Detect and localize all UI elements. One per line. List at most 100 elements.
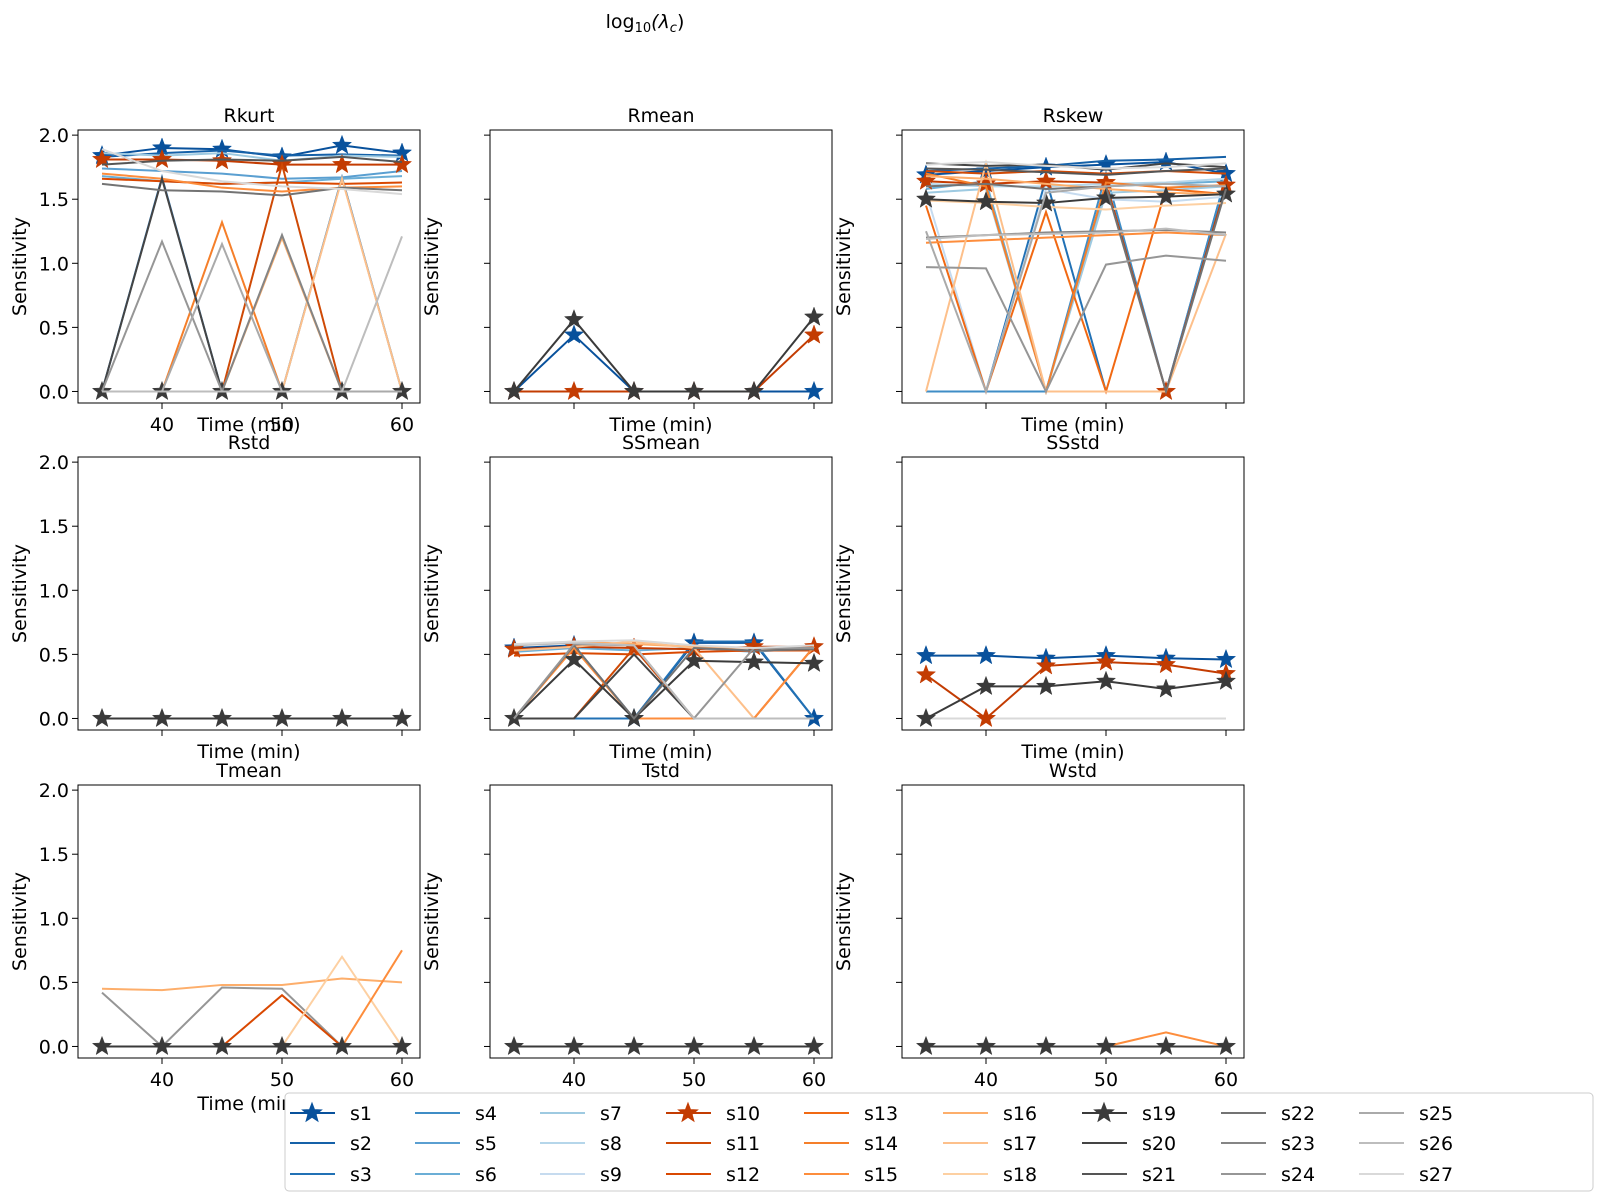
legend-label: s5	[475, 1133, 497, 1155]
x-axis-label: Time (min)	[196, 1093, 300, 1115]
series-point-s19	[1095, 1035, 1117, 1056]
series-line-s1	[513, 333, 814, 393]
legend-item-s16: s16	[943, 1103, 1037, 1125]
series-point-s1	[563, 324, 585, 344]
subplot-rkurt: Rkurt 0.0 0.5 1.0 1.5 2.0 Sensitivity 40 50 60 Tim…	[9, 105, 421, 436]
legend-label: s2	[350, 1133, 372, 1155]
series-line-s12	[513, 649, 814, 657]
y-tick-label: 2.0	[39, 780, 69, 802]
legend-label: s3	[350, 1164, 372, 1186]
series-point-s19	[331, 707, 353, 728]
x-tick-label: 40	[974, 1069, 998, 1091]
legend-label: s4	[475, 1103, 497, 1125]
subplot-title: Tstd	[641, 760, 680, 782]
series-point-s10	[563, 380, 585, 401]
x-tick-label: 40	[150, 1069, 174, 1091]
x-tick-label: 60	[802, 1069, 826, 1091]
subplot-tmean: Tmean 0.0 0.5 1.0 1.5 2.0 Sensitivity 40 50 60 Tim…	[9, 760, 421, 1115]
series-point-s19	[1035, 1035, 1057, 1056]
series-line-s10	[514, 334, 815, 393]
series-line-s22	[925, 182, 1227, 396]
series-point-s19	[975, 191, 997, 211]
legend-label: s8	[600, 1133, 622, 1155]
legend-star-icon	[677, 1101, 699, 1123]
x-axis-label: Time (min)	[1020, 414, 1124, 436]
series-point-s19	[803, 652, 825, 673]
legend-item-s5: s5	[415, 1133, 497, 1155]
series-line-s19	[925, 193, 1227, 205]
legend-item-s26: s26	[1359, 1133, 1453, 1155]
series-line-s10	[102, 158, 402, 166]
legend-item-s1: s1	[290, 1101, 372, 1125]
legend-frame	[284, 1092, 1594, 1192]
plot-area-frame	[77, 129, 421, 404]
series-point-s19	[151, 1035, 173, 1056]
legend-item-s2: s2	[290, 1133, 372, 1155]
series-group	[503, 632, 825, 728]
series-point-s19	[331, 1035, 353, 1056]
subplot-ssstd: SSstd Sensitivity Time (min)	[833, 432, 1245, 763]
series-point-s19	[91, 1035, 113, 1056]
legend-label: s10	[726, 1103, 760, 1125]
series-line-s2	[101, 149, 403, 158]
series-point-s1	[803, 380, 825, 401]
y-tick-label: 1.0	[39, 580, 69, 602]
x-axis-label: Time (min)	[1020, 741, 1124, 763]
series-line-s26	[513, 641, 814, 720]
legend-label: s24	[1281, 1164, 1315, 1186]
legend-label: s14	[864, 1133, 898, 1155]
legend-item-s6: s6	[415, 1164, 497, 1186]
y-axis-label: Sensitivity	[833, 872, 855, 971]
x-axis-label: Time (min)	[196, 741, 300, 763]
y-tick-label: 1.5	[39, 844, 69, 866]
series-point-s19	[743, 1035, 765, 1056]
series-line-s24	[101, 986, 402, 1048]
legend-item-s8: s8	[540, 1133, 622, 1155]
series-point-s10	[1035, 170, 1057, 190]
subplot-title: SSstd	[1046, 432, 1100, 454]
series-line-s27	[101, 148, 403, 196]
legend-label: s9	[600, 1164, 622, 1186]
series-point-s19	[563, 648, 585, 669]
x-axis-label: Time (min)	[608, 741, 712, 763]
legend-label: s11	[726, 1133, 760, 1155]
legend-label: s23	[1281, 1133, 1315, 1155]
series-point-s10	[915, 664, 937, 684]
series-group	[91, 134, 413, 401]
series-point-s19	[1035, 675, 1057, 696]
y-tick-label: 2.0	[39, 452, 69, 474]
legend-star-icon	[1093, 1101, 1115, 1123]
subplot-title: Tmean	[215, 760, 282, 782]
series-point-s19	[1215, 1035, 1237, 1056]
y-tick-label: 0.5	[39, 317, 69, 339]
y-tick-label: 2.0	[39, 125, 69, 147]
series-point-s19	[211, 707, 233, 728]
series-point-s19	[915, 1035, 937, 1056]
series-group	[503, 1035, 825, 1056]
legend-item-s25: s25	[1359, 1103, 1453, 1125]
x-tick-label: 60	[1214, 1069, 1238, 1091]
series-point-s19	[1155, 678, 1177, 698]
series-point-s1	[915, 644, 937, 665]
y-tick-label: 0.0	[39, 1036, 69, 1058]
series-group	[503, 306, 825, 401]
y-axis-label: Sensitivity	[421, 217, 443, 316]
series-point-s10	[803, 324, 825, 344]
y-axis-label: Sensitivity	[9, 872, 31, 971]
x-tick-label: 60	[390, 1069, 414, 1091]
series-line-s26	[925, 227, 1227, 240]
legend-item-s9: s9	[540, 1164, 622, 1186]
series-line-s4	[926, 169, 1227, 396]
series-line-s17	[102, 175, 403, 393]
series-line-s8	[925, 177, 1227, 188]
legend-label: s20	[1142, 1133, 1176, 1155]
series-line-s16	[101, 977, 403, 992]
plot-area-frame	[901, 456, 1245, 731]
legend-item-s22: s22	[1221, 1103, 1315, 1125]
series-point-s19	[1155, 1035, 1177, 1056]
legend-item-s18: s18	[943, 1164, 1037, 1186]
legend-item-s23: s23	[1221, 1133, 1315, 1155]
y-axis-label: Sensitivity	[833, 544, 855, 643]
subplot-title: Wstd	[1049, 760, 1097, 782]
